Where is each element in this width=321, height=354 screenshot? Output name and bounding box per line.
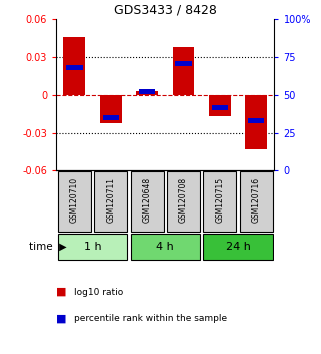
FancyBboxPatch shape bbox=[167, 171, 200, 232]
FancyBboxPatch shape bbox=[131, 171, 164, 232]
Bar bbox=[139, 88, 155, 94]
Bar bbox=[66, 65, 82, 70]
Bar bbox=[64, 37, 85, 95]
Bar bbox=[136, 91, 158, 95]
Text: GSM120708: GSM120708 bbox=[179, 177, 188, 223]
FancyBboxPatch shape bbox=[240, 171, 273, 232]
Text: GSM120710: GSM120710 bbox=[70, 177, 79, 223]
Text: GSM120716: GSM120716 bbox=[252, 177, 261, 223]
Bar bbox=[100, 95, 122, 122]
Text: time: time bbox=[29, 241, 56, 252]
Text: GSM120711: GSM120711 bbox=[106, 177, 115, 223]
FancyBboxPatch shape bbox=[131, 234, 200, 261]
Title: GDS3433 / 8428: GDS3433 / 8428 bbox=[114, 4, 217, 17]
Text: 1 h: 1 h bbox=[84, 241, 101, 252]
Text: percentile rank within the sample: percentile rank within the sample bbox=[74, 314, 227, 323]
FancyBboxPatch shape bbox=[94, 171, 127, 232]
Text: GSM120715: GSM120715 bbox=[215, 177, 224, 223]
Text: log10 ratio: log10 ratio bbox=[74, 287, 123, 297]
Text: ▶: ▶ bbox=[56, 241, 67, 252]
Bar bbox=[102, 115, 119, 120]
Text: 24 h: 24 h bbox=[226, 241, 250, 252]
FancyBboxPatch shape bbox=[58, 234, 127, 261]
Text: ■: ■ bbox=[56, 314, 70, 324]
Text: ■: ■ bbox=[56, 287, 70, 297]
Bar bbox=[209, 95, 231, 116]
Bar bbox=[212, 105, 228, 110]
Text: 4 h: 4 h bbox=[156, 241, 174, 252]
Bar bbox=[175, 61, 192, 66]
FancyBboxPatch shape bbox=[58, 171, 91, 232]
Text: GSM120648: GSM120648 bbox=[143, 177, 152, 223]
Bar bbox=[173, 47, 195, 95]
FancyBboxPatch shape bbox=[203, 234, 273, 261]
FancyBboxPatch shape bbox=[203, 171, 237, 232]
Bar bbox=[248, 118, 265, 122]
Bar bbox=[245, 95, 267, 149]
